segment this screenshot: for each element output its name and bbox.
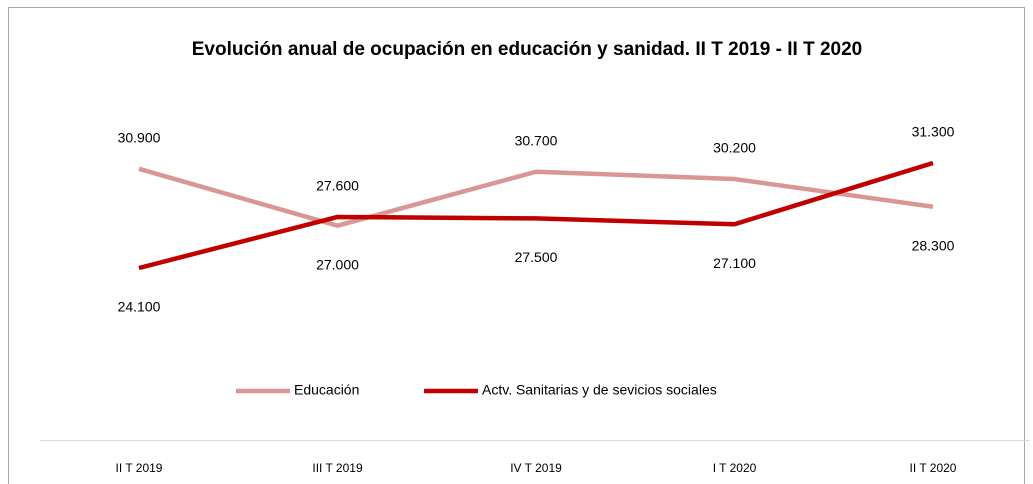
data-label: 27.600 [316,178,359,194]
chart-border [8,7,1025,484]
x-tick-label: I T 2020 [713,461,757,475]
data-label: 30.900 [118,130,161,146]
data-label: 27.000 [316,256,359,272]
data-label: 27.500 [515,249,558,265]
data-label: 24.100 [118,299,161,315]
data-label: 30.700 [515,132,558,148]
legend-label: Actv. Sanitarias y de sevicios sociales [482,382,717,398]
data-label: 30.200 [713,140,756,156]
line-series [138,166,934,228]
x-tick-label: II T 2019 [116,461,163,475]
x-tick-label: III T 2019 [312,461,363,475]
legend-label: Educación [294,382,359,398]
data-label: 27.100 [713,255,756,271]
data-label: 28.300 [912,237,955,253]
chart-title: Evolución anual de ocupación en educació… [192,39,862,60]
line-series [138,160,934,271]
x-tick-label: IV T 2019 [510,461,562,475]
data-label: 31.300 [912,124,955,140]
x-tick-label: II T 2020 [910,461,957,475]
